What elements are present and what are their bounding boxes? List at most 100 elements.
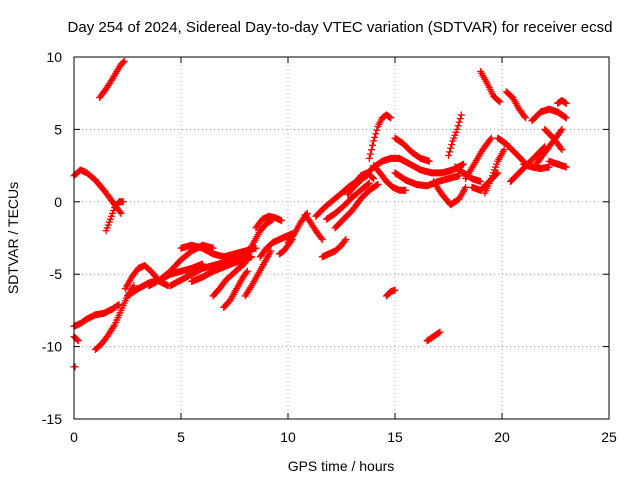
data-point — [243, 267, 251, 275]
series-arc-32 — [391, 134, 433, 165]
series-arc-21 — [301, 211, 326, 243]
data-point — [278, 217, 286, 225]
data-point — [119, 198, 127, 206]
data-point — [518, 156, 526, 164]
plot-frame — [73, 56, 610, 420]
data-point — [557, 127, 565, 135]
data-point — [116, 208, 124, 216]
data-point — [369, 141, 377, 149]
data-point — [115, 301, 123, 309]
series-arc-33 — [391, 169, 463, 190]
x-tick-label: 20 — [494, 429, 510, 445]
data-point — [522, 114, 530, 122]
data-point — [487, 134, 495, 142]
series-arc-25 — [323, 179, 373, 223]
y-axis-label: SDTVAR / TECUs — [5, 182, 21, 294]
data-point — [459, 160, 467, 168]
series-arc-29 — [365, 111, 395, 162]
data-point — [520, 112, 528, 120]
data-point — [369, 174, 377, 182]
series-arc-47 — [528, 105, 570, 125]
series-arc-22 — [275, 235, 296, 258]
data-point — [562, 163, 570, 171]
data-point — [486, 136, 494, 144]
grid-lines — [74, 57, 609, 419]
series-arc-26 — [331, 180, 382, 232]
data-point — [365, 154, 373, 162]
series-arc-42 — [481, 146, 508, 197]
series-arc-36 — [430, 178, 470, 209]
x-tick-label: 0 — [70, 429, 78, 445]
series-arc-37 — [445, 111, 465, 159]
x-tick-labels: 0 5 10 15 20 25 — [70, 429, 617, 445]
data-point — [445, 151, 452, 159]
y-tick-label: 5 — [54, 121, 62, 137]
x-tick-label: 25 — [601, 429, 617, 445]
series-arc-35 — [423, 328, 444, 345]
data-point — [453, 125, 461, 133]
series-arc-03 — [102, 198, 127, 235]
data-point — [493, 170, 501, 178]
data-point — [119, 58, 127, 66]
x-tick-label: 15 — [387, 429, 403, 445]
data-point — [561, 113, 569, 121]
data-point — [447, 144, 455, 152]
data-point — [448, 141, 456, 149]
x-tick-label: 10 — [280, 429, 296, 445]
series-arc-41 — [477, 67, 504, 106]
data-point — [557, 144, 565, 152]
series-arc-49 — [541, 125, 566, 154]
x-axis-label: GPS time / hours — [288, 458, 395, 474]
data-point — [435, 329, 443, 337]
series-arc-39 — [462, 134, 495, 183]
data-point — [288, 235, 296, 243]
series-arc-46 — [519, 160, 553, 172]
series-arc-43 — [494, 134, 527, 165]
series-arc-18 — [252, 212, 286, 232]
data-point — [558, 146, 566, 154]
data-point — [74, 337, 82, 345]
data-point — [248, 253, 256, 261]
series-arc-23 — [318, 235, 350, 261]
data-point — [456, 115, 464, 123]
series-arc-31 — [382, 286, 399, 300]
y-tick-label: 0 — [54, 194, 62, 210]
data-point — [462, 183, 470, 191]
data-point — [374, 180, 382, 188]
data-point — [371, 133, 379, 141]
data-point — [386, 113, 394, 121]
data-point — [455, 118, 463, 126]
data-point — [370, 175, 378, 183]
series-arc-44 — [502, 88, 530, 122]
data-point — [242, 269, 250, 277]
y-tick-labels: -15 -10 -5 0 5 10 — [42, 49, 62, 427]
data-point — [373, 181, 381, 189]
data-point — [562, 99, 570, 107]
data-point — [562, 114, 570, 122]
data-point — [365, 179, 373, 187]
data-point — [342, 235, 350, 243]
series-arc-50 — [545, 157, 570, 171]
data-point — [73, 336, 81, 344]
data-point — [477, 178, 485, 186]
data-point — [457, 111, 465, 119]
series-arc-19 — [256, 230, 296, 261]
data-point — [117, 209, 125, 217]
series-arc-01 — [96, 57, 128, 102]
series-arc-06 — [70, 332, 82, 345]
x-tick-label: 5 — [177, 429, 185, 445]
data-point — [436, 328, 444, 336]
data-point — [267, 247, 275, 255]
data-point — [500, 146, 508, 154]
data-point — [366, 150, 374, 158]
data-point — [561, 99, 569, 107]
data-point — [287, 237, 295, 245]
data-point — [391, 286, 399, 294]
data-point — [402, 186, 410, 194]
series-arc-04 — [70, 363, 79, 371]
series-arc-02 — [70, 166, 125, 217]
data-point — [495, 97, 503, 105]
series-arc-30 — [370, 162, 410, 194]
data-point — [71, 363, 79, 371]
